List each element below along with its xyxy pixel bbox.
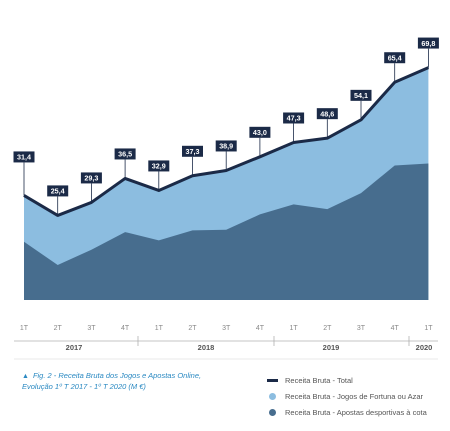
data-label-box [47, 185, 69, 197]
data-label: 48,6 [320, 109, 334, 118]
data-label-box [384, 52, 406, 64]
legend-label-apostas: Receita Bruta - Apostas desportivas à co… [285, 407, 427, 417]
data-label: 37,3 [186, 147, 200, 156]
data-label-box [417, 37, 439, 49]
x-tick-label: 1T [424, 325, 433, 332]
data-label: 31,4 [17, 153, 31, 162]
data-label-box [182, 145, 203, 157]
data-label-box [249, 126, 271, 138]
year-label: 2017 [66, 343, 83, 352]
data-label-box [283, 112, 305, 124]
data-label: 32,9 [152, 162, 166, 171]
data-label-box [80, 172, 102, 184]
legend-item-fortuna: Receita Bruta - Jogos de Fortuna ou Azar [267, 388, 427, 404]
data-label: 38,9 [219, 142, 233, 151]
caption-line-1: Fig. 2 - Receita Bruta dos Jogos e Apost… [32, 371, 202, 380]
data-label-box [114, 148, 136, 160]
data-label: 47,3 [287, 114, 301, 123]
x-tick-label: 3T [357, 325, 366, 332]
x-tick-label: 1T [20, 325, 29, 332]
x-tick-label: 4T [121, 325, 130, 332]
year-label: 2019 [323, 343, 340, 352]
x-tick-label: 4T [391, 325, 400, 332]
year-label: 2020 [416, 343, 433, 352]
data-label: 65,4 [388, 53, 402, 62]
x-tick-label: 3T [222, 325, 231, 332]
x-tick-label: 1T [155, 325, 164, 332]
caption-triangle-icon: ▲ [22, 373, 29, 380]
legend-line-icon [267, 378, 278, 382]
data-label: 25,4 [51, 187, 65, 196]
data-label-box [215, 140, 237, 152]
caption-line-2: Evolução 1º T 2017 - 1º T 2020 (M €) [22, 382, 146, 391]
data-label-box [316, 108, 338, 120]
data-label: 69,8 [421, 39, 435, 48]
area-apostas-desportivas [24, 163, 429, 300]
legend-dot-icon [269, 408, 276, 416]
x-tick-label: 3T [87, 325, 96, 332]
x-tick-label: 2T [323, 325, 332, 332]
legend-item-total: Receita Bruta - Total [267, 372, 427, 388]
legend-label-fortuna: Receita Bruta - Jogos de Fortuna ou Azar [285, 391, 423, 401]
data-label: 36,5 [118, 150, 132, 159]
data-label-box [350, 89, 372, 101]
data-label-box [148, 160, 170, 172]
x-tick-label: 2T [188, 325, 197, 332]
x-tick-label: 1T [290, 325, 299, 332]
year-label: 2018 [198, 343, 215, 352]
data-label: 29,3 [84, 174, 98, 183]
data-label: 54,1 [354, 91, 368, 100]
legend: Receita Bruta - Total Receita Bruta - Jo… [267, 372, 427, 420]
data-label-box [13, 151, 35, 163]
data-label: 43,0 [253, 128, 267, 137]
legend-dot-icon [269, 392, 276, 400]
legend-item-apostas: Receita Bruta - Apostas desportivas à co… [267, 404, 427, 420]
x-tick-label: 4T [256, 325, 265, 332]
figure-caption: ▲ Fig. 2 - Receita Bruta dos Jogos e Apos… [22, 371, 252, 392]
legend-label-total: Receita Bruta - Total [285, 375, 353, 385]
x-tick-label: 2T [54, 325, 63, 332]
